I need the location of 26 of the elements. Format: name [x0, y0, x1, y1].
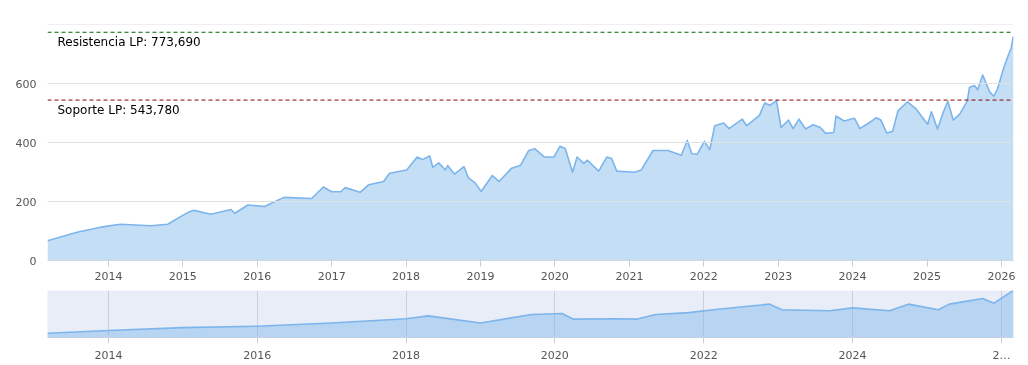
x-tick-label: 2025: [913, 269, 942, 283]
x-tick-label: 2024: [838, 348, 867, 362]
x-tick-label: 2…: [992, 348, 1011, 362]
x-tick-label: 2014: [94, 269, 123, 283]
x-tick-label: 2023: [764, 269, 793, 283]
y-tick-label: 0: [29, 254, 37, 268]
y-tick-label: 600: [15, 77, 37, 91]
x-tick-label: 2021: [615, 269, 644, 283]
x-tick-label: 2017: [317, 269, 346, 283]
y-tick-label: 200: [15, 195, 37, 209]
x-tick-label: 2020: [540, 269, 569, 283]
x-tick-label: 2018: [392, 348, 421, 362]
y-tick-label: 400: [15, 136, 37, 150]
x-tick-label: 2019: [466, 269, 495, 283]
x-tick-label: 2018: [392, 269, 421, 283]
x-tick-label: 2020: [540, 348, 569, 362]
ref-line-label: Soporte LP: 543,780: [57, 103, 180, 118]
x-tick-label: 2014: [94, 348, 123, 362]
x-tick-label: 2024: [838, 269, 867, 283]
x-tick-label: 2015: [168, 269, 197, 283]
x-tick-label: 2016: [243, 348, 272, 362]
x-tick-label: 2026: [987, 269, 1016, 283]
x-tick-label: 2022: [689, 348, 718, 362]
x-tick-label: 2016: [243, 269, 272, 283]
ref-line-label: Resistencia LP: 773,690: [57, 35, 201, 50]
x-tick-label: 2022: [689, 269, 718, 283]
